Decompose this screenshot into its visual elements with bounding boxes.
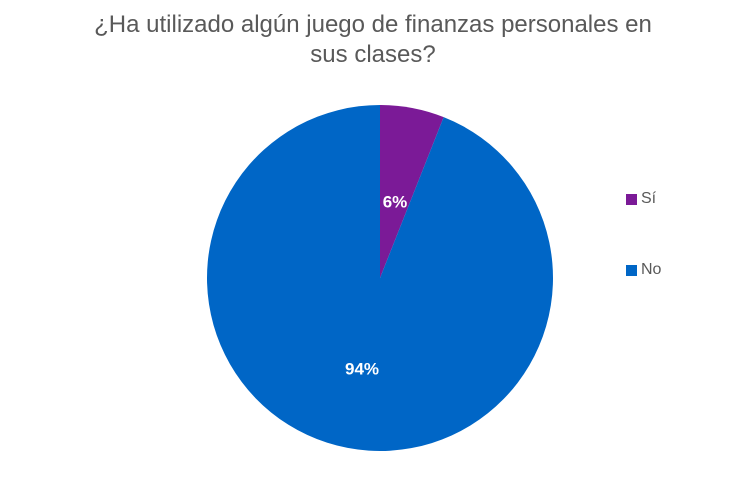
legend-swatch-no (626, 264, 637, 276)
data-label-si: 6% (383, 192, 408, 211)
legend-swatch-si (626, 193, 637, 205)
chart-title-line-2: sus clases? (310, 41, 436, 68)
legend-label-si: Sí (641, 190, 657, 207)
legend-item-si: Sí (626, 189, 656, 209)
data-label-no: 94% (345, 359, 379, 378)
chart-title: ¿Ha utilizado algún juego de finanzas pe… (0, 10, 746, 70)
pie-data-labels: 6% 94% (345, 192, 407, 378)
pie-slice-si (380, 105, 444, 278)
legend-item-no: No (626, 260, 661, 280)
pie-slices (206, 105, 554, 451)
chart-title-line-1: ¿Ha utilizado algún juego de finanzas pe… (94, 11, 652, 38)
pie-slice-no (206, 105, 554, 451)
legend-label-no: No (641, 261, 662, 278)
